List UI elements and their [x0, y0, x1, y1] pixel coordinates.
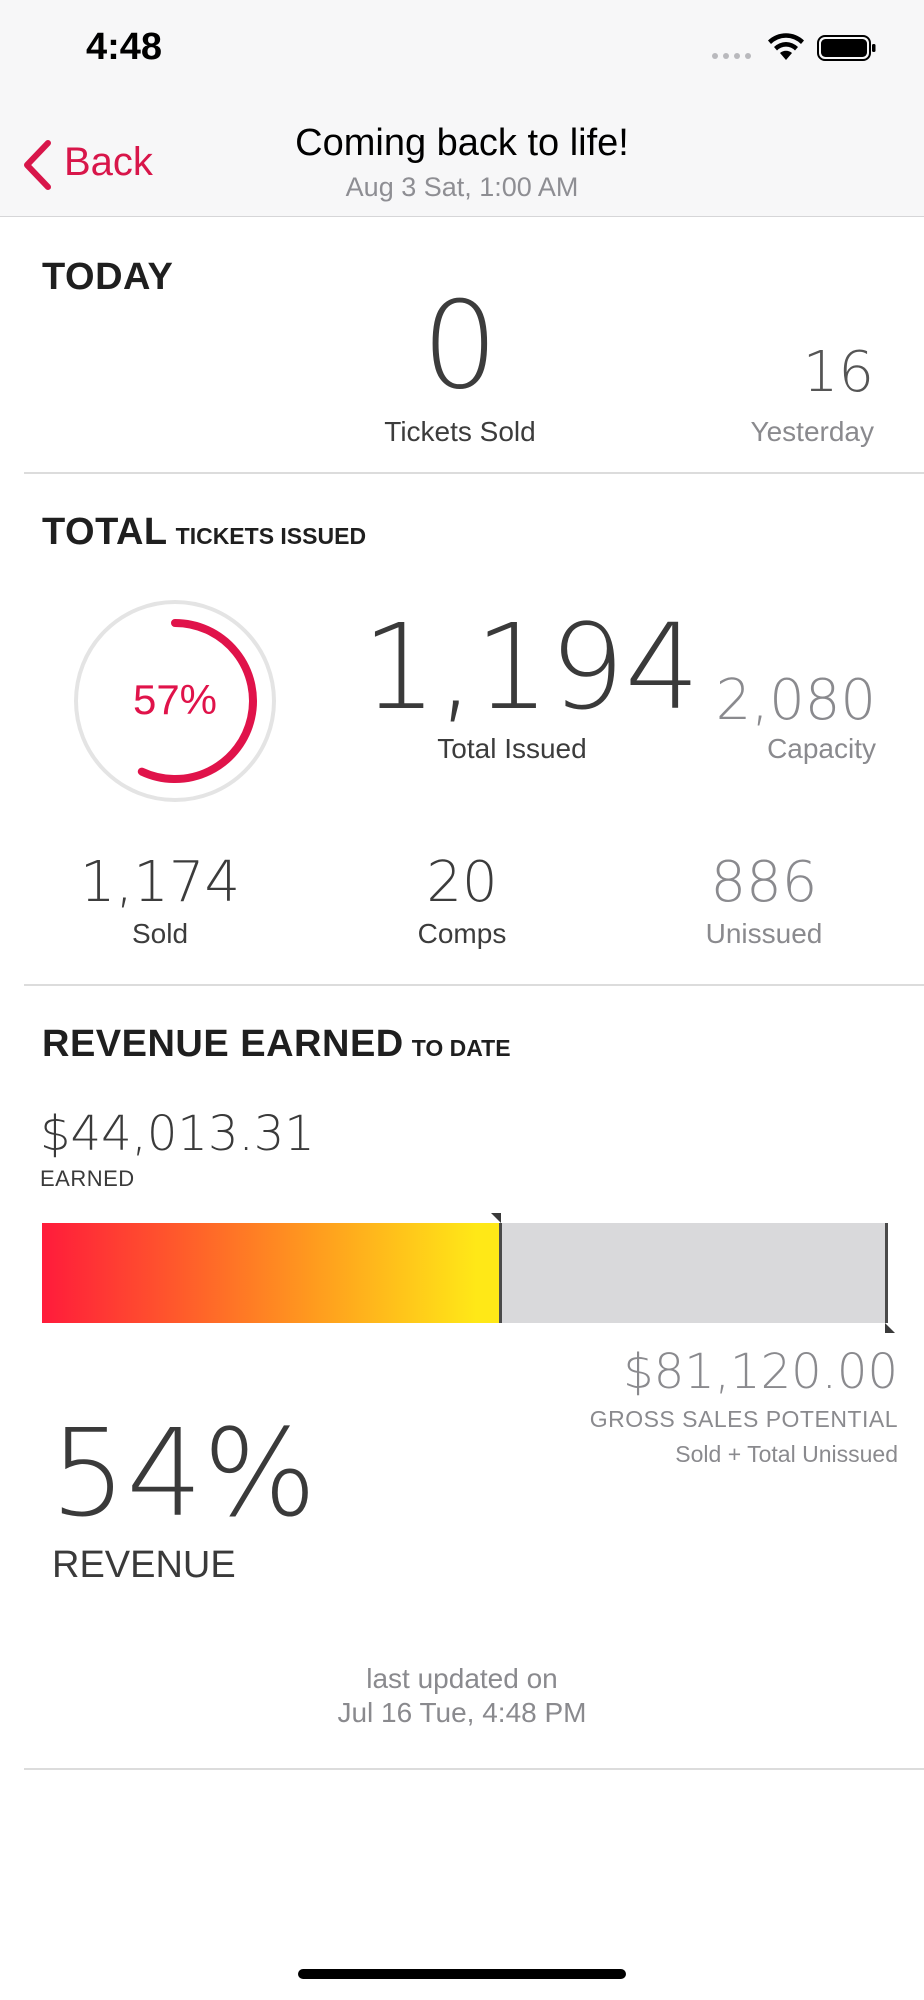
- earned-marker-tip: [491, 1213, 501, 1223]
- chevron-left-icon[interactable]: [20, 139, 54, 191]
- sold-value: 1,174: [79, 850, 241, 915]
- gross-potential-label: GROSS SALES POTENTIAL: [589, 1406, 898, 1432]
- last-updated-time: Jul 16 Tue, 4:48 PM: [337, 1697, 587, 1728]
- revenue-percent-label: REVENUE: [52, 1544, 236, 1586]
- revenue-progress-fill: [42, 1223, 499, 1323]
- yesterday-label: Yesterday: [750, 416, 875, 447]
- unissued-value: 886: [710, 850, 818, 915]
- home-indicator: [298, 1969, 626, 1979]
- today-heading: TODAY: [42, 256, 174, 298]
- event-date: Aug 3 Sat, 1:00 AM: [345, 172, 579, 202]
- issued-percent-arc: [137, 619, 257, 783]
- issued-percent-label: 57%: [132, 676, 218, 723]
- wifi-icon: [768, 33, 804, 60]
- battery-icon: [817, 35, 876, 61]
- revenue-percent-value: 54%: [50, 1405, 317, 1544]
- divider: [24, 1768, 924, 1770]
- nav-divider: [0, 216, 924, 217]
- event-title: Coming back to life!: [295, 122, 629, 164]
- comps-label: Comps: [417, 918, 507, 949]
- capacity-label: Capacity: [767, 733, 876, 764]
- capacity-value: 2,080: [715, 668, 876, 733]
- sold-label: Sold: [131, 918, 189, 949]
- unissued-label: Unissued: [705, 918, 823, 949]
- yesterday-value: 16: [802, 340, 874, 405]
- last-updated-label: last updated on: [366, 1663, 558, 1694]
- tickets-sold-today-value: 0: [421, 277, 499, 416]
- total-issued-value: 1,194: [362, 598, 700, 736]
- total-issued-label: Total Issued: [437, 733, 587, 764]
- total-title: TOTAL: [42, 511, 168, 553]
- gross-potential-value: $81,120.00: [623, 1344, 898, 1400]
- divider: [24, 984, 924, 986]
- back-button[interactable]: Back: [64, 140, 153, 184]
- revenue-progress-bar: [42, 1223, 888, 1323]
- issued-percent-ring: [74, 600, 276, 802]
- divider: [24, 472, 924, 474]
- earned-label: EARNED: [40, 1166, 135, 1191]
- revenue-heading: REVENUE EARNED TO DATE: [42, 1023, 511, 1066]
- navigation-bar: [0, 0, 924, 217]
- tickets-sold-today-label: Tickets Sold: [384, 416, 536, 447]
- status-time: 4:48: [86, 26, 163, 68]
- revenue-title: REVENUE EARNED: [42, 1023, 404, 1065]
- earned-value: $44,013.31: [40, 1106, 315, 1162]
- potential-marker-tip: [885, 1323, 895, 1333]
- total-subtitle: TICKETS ISSUED: [175, 523, 367, 549]
- total-heading: TOTAL TICKETS ISSUED: [42, 511, 366, 554]
- gross-potential-note: Sold + Total Unissued: [675, 1441, 898, 1467]
- revenue-subtitle: TO DATE: [411, 1035, 511, 1061]
- earned-marker: [499, 1223, 502, 1323]
- potential-marker: [885, 1223, 888, 1323]
- cellular-signal-icon: [712, 46, 756, 64]
- comps-value: 20: [426, 850, 498, 915]
